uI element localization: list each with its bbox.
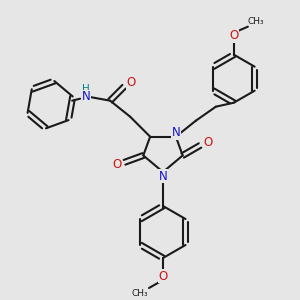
Text: N: N	[159, 169, 167, 182]
Text: H: H	[82, 84, 90, 94]
Text: O: O	[229, 29, 239, 42]
Text: O: O	[112, 158, 121, 171]
Text: N: N	[82, 90, 91, 103]
Text: N: N	[172, 126, 180, 139]
Text: O: O	[127, 76, 136, 89]
Text: CH₃: CH₃	[248, 17, 264, 26]
Text: O: O	[203, 136, 213, 149]
Text: CH₃: CH₃	[132, 289, 148, 298]
Text: O: O	[158, 269, 168, 283]
